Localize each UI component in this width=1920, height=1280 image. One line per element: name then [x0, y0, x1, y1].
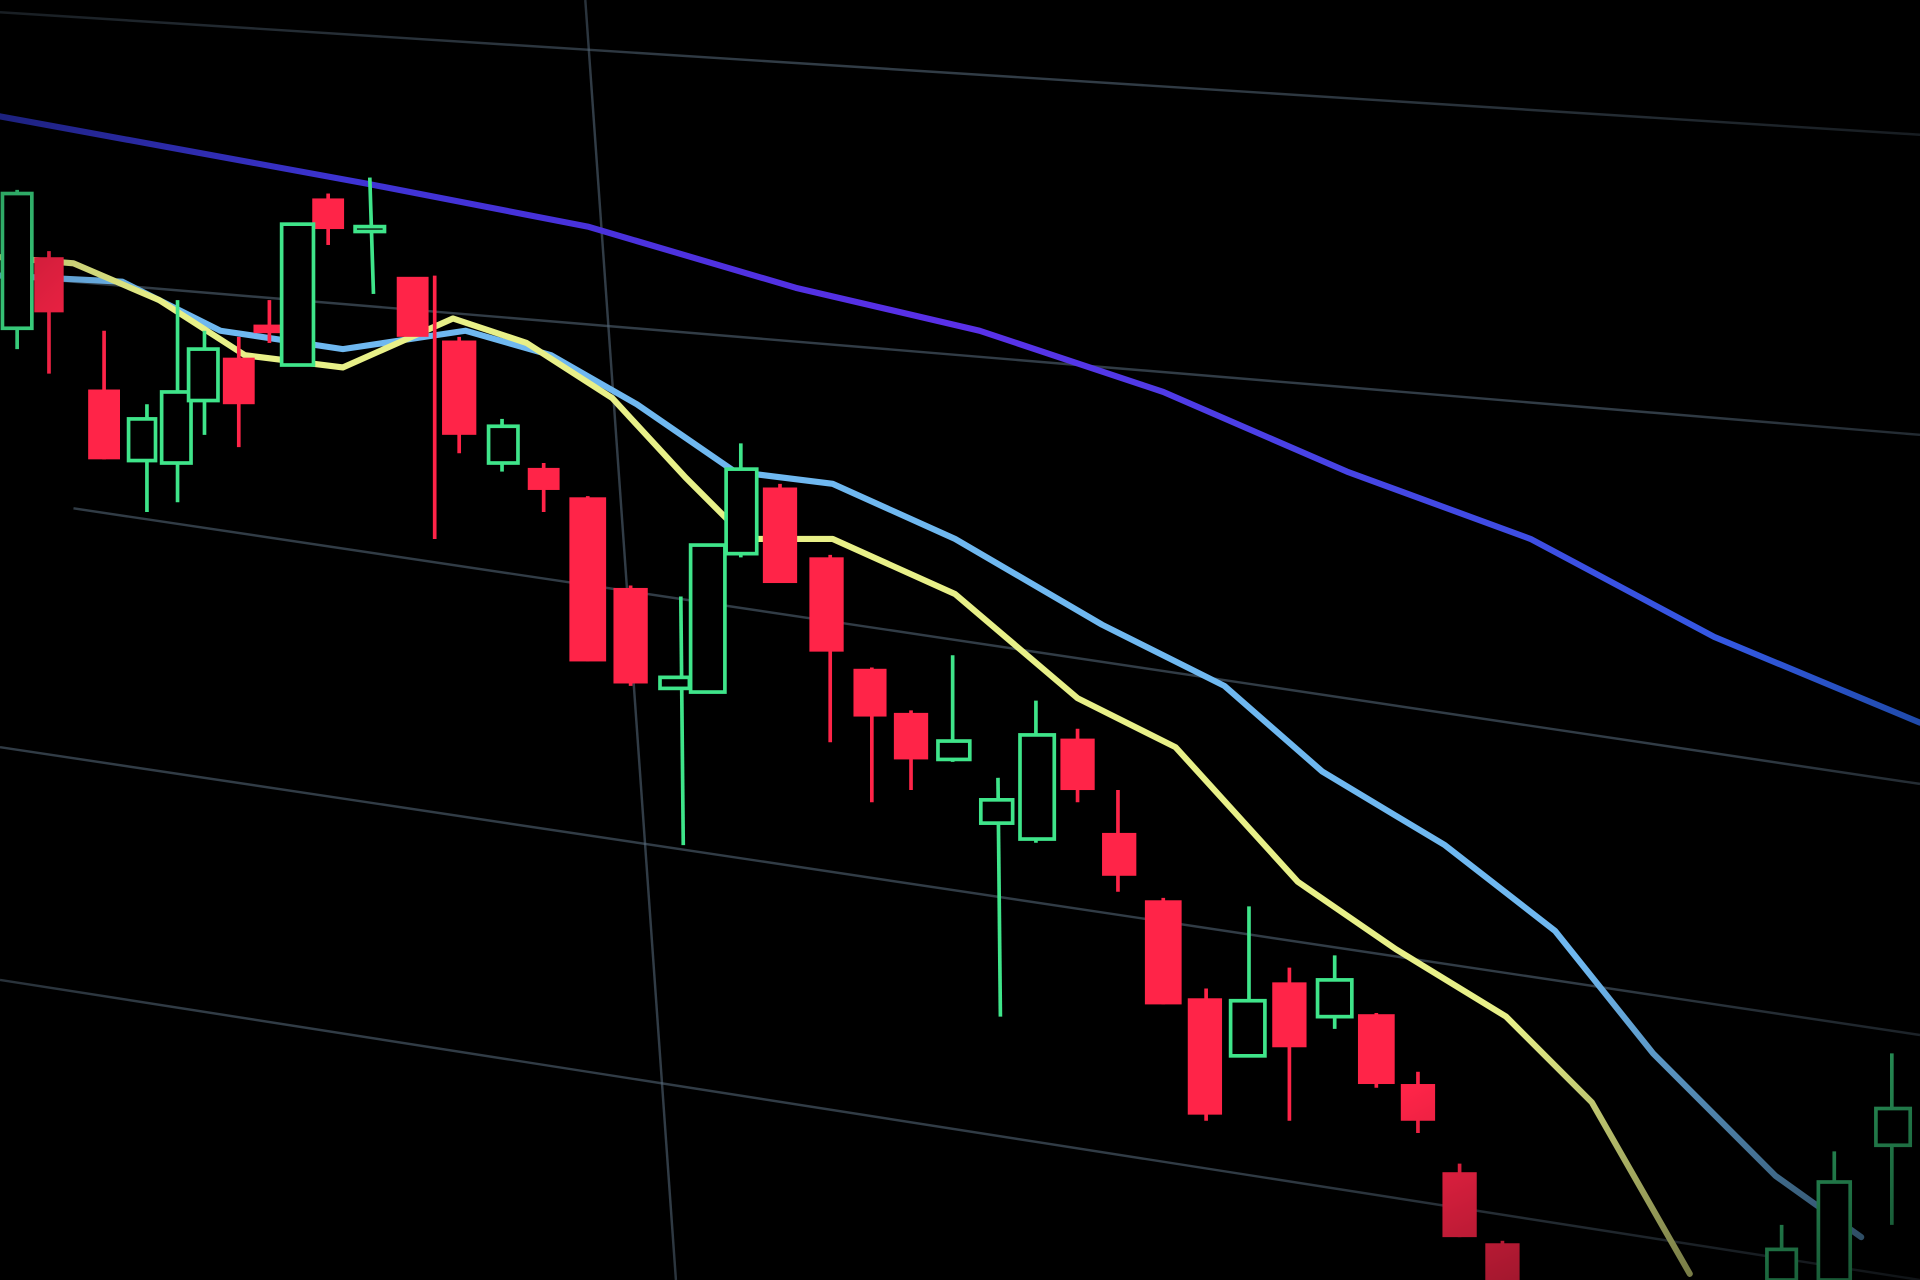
chart-photo	[0, 0, 1920, 1280]
page: Candlestick chart photo {} html, body { …	[0, 0, 1920, 1280]
page-body	[0, 0, 1920, 1280]
vignette	[0, 0, 1920, 1280]
